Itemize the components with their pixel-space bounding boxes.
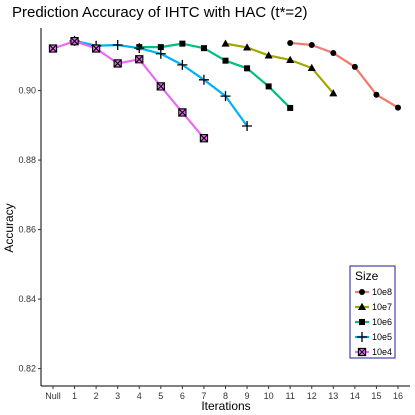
series-line-10e6 (139, 42, 291, 109)
series-line-10e4 (52, 40, 205, 139)
x-tick-label: 9 (245, 391, 250, 401)
data-point-10e6 (222, 57, 229, 64)
legend-box (349, 265, 396, 359)
x-tick-label: 10 (264, 391, 274, 401)
x-tick-label: 16 (393, 391, 403, 401)
data-point-10e4 (199, 134, 209, 143)
x-tick-label: 3 (115, 391, 120, 401)
data-point-10e4 (135, 55, 144, 64)
data-point-10e5 (220, 91, 231, 102)
legend-label: 10e8 (372, 287, 392, 297)
legend-label: 10e4 (372, 347, 392, 357)
legend-label: 10e7 (372, 302, 392, 312)
x-tick-label: 11 (286, 391, 295, 401)
x-tick-label: 8 (223, 391, 228, 401)
data-point-10e8 (308, 42, 315, 49)
y-tick-label: 0.90 (18, 86, 36, 96)
x-tick-label: 7 (201, 391, 206, 401)
data-point-10e7 (286, 55, 295, 63)
data-point-10e7 (264, 51, 273, 59)
data-point-10e5 (198, 74, 209, 85)
legend: Size 10e8 10e7 10e6 10e5 10e4 (349, 265, 396, 359)
x-tick-label: 1 (72, 391, 77, 401)
data-point-10e7 (221, 39, 230, 47)
legend-title: Size (355, 269, 379, 283)
x-tick-label: 5 (158, 391, 163, 401)
data-point-10e6 (287, 104, 294, 111)
data-point-10e5 (134, 43, 145, 54)
chart-title: Prediction Accuracy of IHTC with HAC (t*… (12, 4, 308, 21)
data-point-10e8 (330, 50, 337, 57)
y-axis-label: Accuracy (2, 203, 16, 252)
data-point-10e4 (113, 59, 122, 68)
data-point-10e4 (178, 108, 187, 117)
data-point-10e8 (287, 39, 294, 46)
data-point-10e4 (70, 37, 79, 46)
x-axis-label: Iterations (201, 399, 250, 413)
legend-label: 10e5 (372, 332, 392, 342)
y-tick-label: 0.86 (18, 225, 36, 235)
legend-key-marker (357, 332, 367, 342)
data-point-10e4 (91, 44, 101, 53)
x-tick-label: 12 (307, 391, 317, 401)
legend-key-marker (357, 347, 367, 357)
legend-key-marker (359, 289, 365, 295)
y-tick-label: 0.84 (18, 294, 36, 304)
x-tick-label: 14 (350, 391, 360, 401)
x-tick-label: 2 (94, 391, 99, 401)
data-point-10e6 (200, 45, 207, 52)
data-point-10e7 (307, 63, 316, 71)
legend-label: 10e6 (372, 317, 392, 327)
legend-key-marker (358, 302, 366, 310)
legend-key-marker (359, 319, 365, 325)
data-point-10e6 (244, 65, 251, 72)
x-tick-label: 15 (371, 391, 381, 401)
data-point-10e7 (329, 89, 338, 97)
data-point-10e4 (156, 82, 165, 91)
data-point-10e6 (157, 44, 164, 51)
x-tick-label: 4 (137, 391, 142, 401)
x-tick-label: Null (45, 391, 61, 401)
data-point-10e5 (112, 40, 123, 51)
data-point-10e8 (373, 91, 380, 98)
data-point-10e4 (48, 44, 58, 53)
x-tick-label: 6 (180, 391, 185, 401)
series-line-10e7 (225, 42, 335, 95)
x-tick-label: 13 (328, 391, 338, 401)
data-point-10e5 (155, 48, 166, 59)
data-point-10e5 (177, 59, 188, 70)
data-point-10e6 (179, 40, 186, 47)
data-point-10e8 (351, 63, 358, 70)
series-line-10e8 (290, 41, 399, 109)
y-tick-label: 0.82 (18, 364, 36, 374)
data-point-10e5 (242, 121, 253, 132)
data-point-10e6 (265, 83, 272, 90)
data-point-10e8 (395, 104, 401, 111)
y-tick-label: 0.88 (18, 155, 36, 165)
data-point-10e7 (243, 43, 252, 51)
